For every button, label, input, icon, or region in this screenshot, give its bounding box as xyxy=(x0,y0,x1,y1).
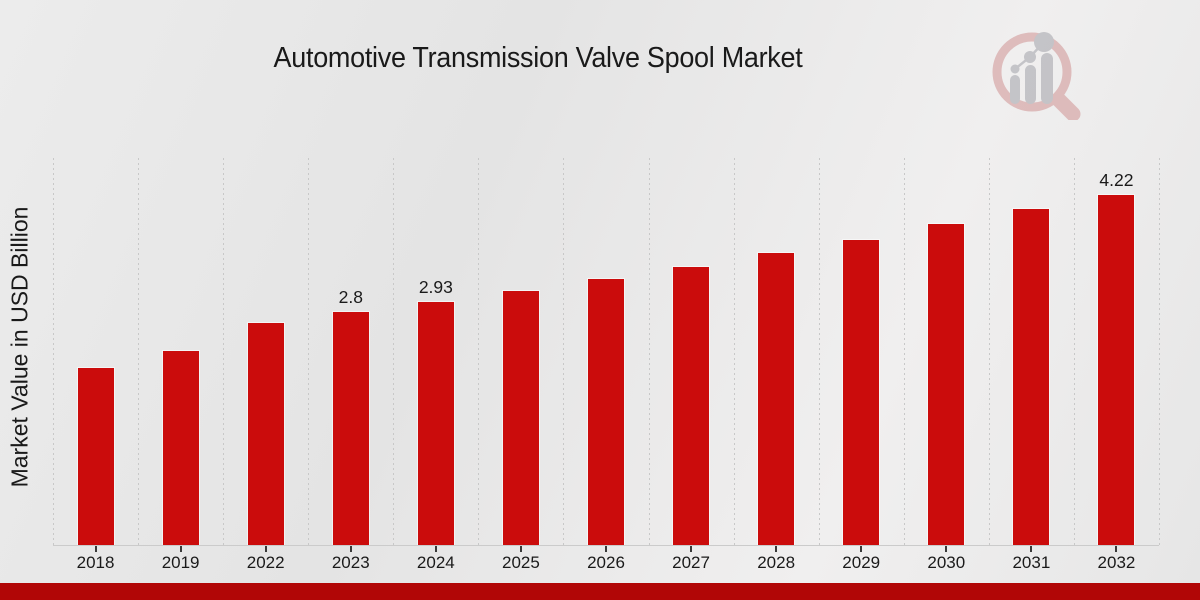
logo-bar-icon xyxy=(1041,53,1053,104)
gridline xyxy=(989,158,990,545)
x-axis-tick xyxy=(1115,546,1118,552)
bar-2029 xyxy=(843,240,879,545)
bar-2026 xyxy=(588,279,624,545)
plot-area: 2018 2019 2022 2.8 2023 2.93 2024 2025 2026 2027 2… xyxy=(53,158,1160,572)
x-axis-tick xyxy=(519,546,522,552)
bar-2023 xyxy=(333,312,369,545)
gridline xyxy=(478,158,479,545)
bar-2022 xyxy=(248,323,284,545)
bar-value-label-2024: 2.93 xyxy=(418,277,453,297)
x-axis-label-2019: 2019 xyxy=(161,553,200,572)
x-axis-label-2030: 2030 xyxy=(927,553,966,572)
gridline xyxy=(1074,158,1075,545)
x-axis-tick xyxy=(434,546,437,552)
logo-dot-icon xyxy=(1034,32,1054,52)
logo-bar-icon xyxy=(1025,65,1036,104)
gridline xyxy=(904,158,905,545)
x-axis-tick xyxy=(945,546,948,552)
x-axis-label-2024: 2024 xyxy=(416,553,455,572)
bar-value-label-2032: 4.22 xyxy=(1099,170,1134,190)
x-axis-tick xyxy=(605,546,607,552)
bar-2019 xyxy=(163,351,199,545)
logo-dot-icon xyxy=(1010,64,1020,74)
bar-2028 xyxy=(758,253,794,545)
x-axis-label-2031: 2031 xyxy=(1012,553,1051,572)
gridline xyxy=(223,158,224,545)
x-axis-tick xyxy=(264,546,267,552)
bar-2030 xyxy=(928,224,964,545)
gridline xyxy=(563,158,564,545)
x-axis-tick xyxy=(349,546,352,552)
y-axis-title: Market Value in USD Billion xyxy=(6,206,33,488)
bar-2031 xyxy=(1013,209,1049,545)
gridline xyxy=(53,158,54,545)
chart-title: Automotive Transmission Valve Spool Mark… xyxy=(273,42,803,74)
gridline xyxy=(649,158,650,545)
magnifier-ring-icon xyxy=(992,32,1072,112)
magnifier-handle-icon xyxy=(1051,92,1081,120)
x-axis-tick xyxy=(860,546,863,552)
x-axis-tick xyxy=(94,546,97,552)
x-axis-label-2022: 2022 xyxy=(246,553,285,572)
bar-2027 xyxy=(673,267,709,545)
bar-value-label-2023: 2.8 xyxy=(338,287,363,307)
x-axis-label-2028: 2028 xyxy=(757,553,796,572)
x-axis-label-2025: 2025 xyxy=(502,553,540,572)
bar-2024 xyxy=(418,302,454,545)
x-axis-label-2023: 2023 xyxy=(331,553,370,572)
x-axis-tick xyxy=(1030,546,1033,552)
logo-bar-icon xyxy=(1010,75,1020,104)
x-axis-label-2026: 2026 xyxy=(587,553,625,572)
x-axis-tick xyxy=(690,546,693,552)
logo-dot-icon xyxy=(1024,51,1036,63)
mrfr-brand-logo xyxy=(992,32,1081,120)
gridline xyxy=(138,158,139,545)
gridline xyxy=(1159,158,1160,545)
gridline xyxy=(308,158,309,545)
x-axis-tick xyxy=(179,546,182,552)
footer-banner xyxy=(0,583,1200,600)
bar-2018 xyxy=(78,368,114,545)
gridline xyxy=(819,158,820,545)
x-axis-label-2029: 2029 xyxy=(842,553,881,572)
x-axis-tick xyxy=(775,546,778,552)
gridline xyxy=(734,158,735,545)
x-axis-label-2018: 2018 xyxy=(76,553,115,572)
gridline xyxy=(393,158,394,545)
x-axis-label-2027: 2027 xyxy=(672,553,710,572)
bar-2032 xyxy=(1098,195,1134,545)
bar-2025 xyxy=(503,291,539,545)
x-axis-line xyxy=(53,545,1159,546)
x-axis-label-2032: 2032 xyxy=(1097,553,1136,572)
